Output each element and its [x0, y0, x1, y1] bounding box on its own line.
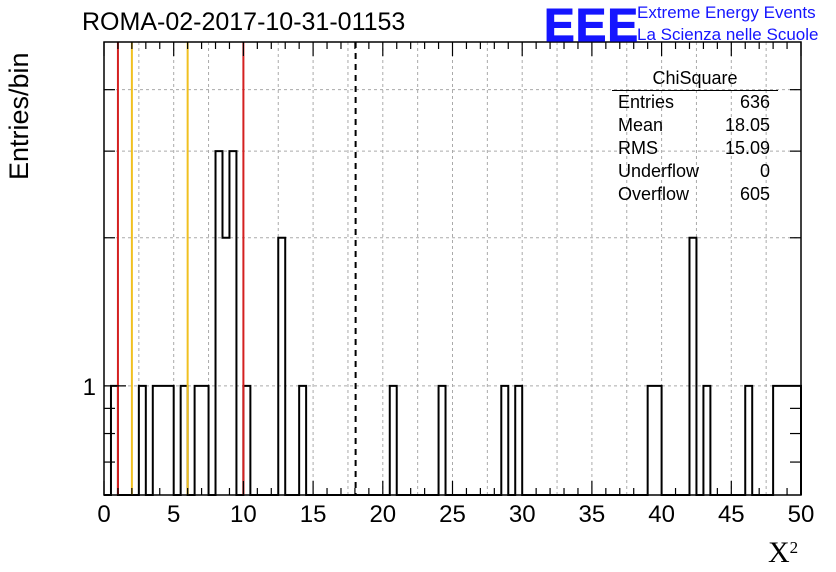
eee-logo: EEE Extreme Energy Events La Scienza nel…	[543, 0, 836, 52]
histogram-bar	[773, 386, 780, 495]
histogram-bar	[439, 386, 446, 495]
histogram-bar	[515, 386, 522, 495]
stats-value: 636	[739, 92, 770, 112]
stats-box: ChiSquare Entries 636 Mean 18.05 RMS 15.…	[610, 66, 778, 206]
histogram-bar	[703, 386, 710, 495]
stats-label: RMS	[618, 138, 658, 158]
x-tick-label: 5	[167, 501, 180, 528]
logo-line-2: La Scienza nelle Scuole	[637, 25, 819, 44]
x-tick-label: 35	[579, 501, 606, 528]
stats-value: 0	[759, 161, 770, 181]
histogram-bar	[689, 238, 696, 495]
histogram-bar	[278, 238, 285, 495]
x-tick-label: 15	[300, 501, 327, 528]
histogram-bar	[222, 238, 229, 495]
x-tick-label: 25	[439, 501, 466, 528]
histogram-bar	[216, 151, 223, 495]
x-tick-label: 50	[788, 501, 815, 528]
x-tick-label: 10	[230, 501, 257, 528]
stats-label: Overflow	[618, 184, 690, 204]
stats-title: ChiSquare	[612, 66, 778, 91]
histogram-bar	[229, 151, 236, 495]
y-tick-label: 1	[83, 374, 96, 401]
reference-lines	[116, 42, 357, 495]
x-axis-label-superscript: 2	[789, 538, 799, 557]
histogram-bar	[202, 386, 209, 495]
y-axis-label: Entries/bin	[4, 52, 34, 180]
histogram-bar	[780, 386, 787, 495]
stats-value: 18.05	[724, 115, 770, 135]
stats-label: Entries	[618, 92, 675, 112]
histogram-bar	[794, 386, 801, 495]
histogram-bar	[111, 386, 118, 495]
stats-row-mean: Mean 18.05	[610, 114, 778, 137]
x-tick-label: 0	[97, 501, 110, 528]
histogram-bar	[181, 386, 188, 495]
histogram-bar	[648, 386, 655, 495]
histogram-bar	[299, 386, 306, 495]
stats-row-underflow: Underflow 0	[610, 160, 778, 183]
histogram-bar	[787, 386, 794, 495]
stats-label: Mean	[618, 115, 664, 135]
x-tick-label: 20	[369, 501, 396, 528]
histogram-bar	[243, 386, 250, 495]
tick-labels: 0 5 10 15 20 25 30 35 40 45 50 1	[83, 374, 815, 528]
stats-row-entries: Entries 636	[610, 91, 778, 114]
x-tick-label: 45	[718, 501, 745, 528]
histogram-bar	[195, 386, 202, 495]
stats-row-overflow: Overflow 605	[610, 183, 778, 206]
histogram-bar	[139, 386, 146, 495]
stats-value: 605	[739, 184, 770, 204]
histogram-bar	[655, 386, 662, 495]
stats-value: 15.09	[724, 138, 770, 158]
x-axis-label: X2	[768, 536, 798, 570]
histogram-bar	[501, 386, 508, 495]
logo-mark: EEE	[543, 0, 640, 52]
x-tick-label: 40	[648, 501, 675, 528]
histogram-bar	[390, 386, 397, 495]
run-title: ROMA-02-2017-10-31-01153	[82, 8, 406, 36]
axis-ticks	[103, 42, 802, 495]
stats-row-rms: RMS 15.09	[610, 137, 778, 160]
x-axis-label-base: X	[768, 536, 790, 569]
histogram-bar	[153, 386, 160, 495]
stats-label: Underflow	[618, 161, 700, 181]
histogram-bar	[745, 386, 752, 495]
x-tick-label: 30	[509, 501, 536, 528]
logo-line-1: Extreme Energy Events	[637, 3, 816, 22]
histogram-bar	[160, 386, 167, 495]
histogram-bar	[167, 386, 174, 495]
